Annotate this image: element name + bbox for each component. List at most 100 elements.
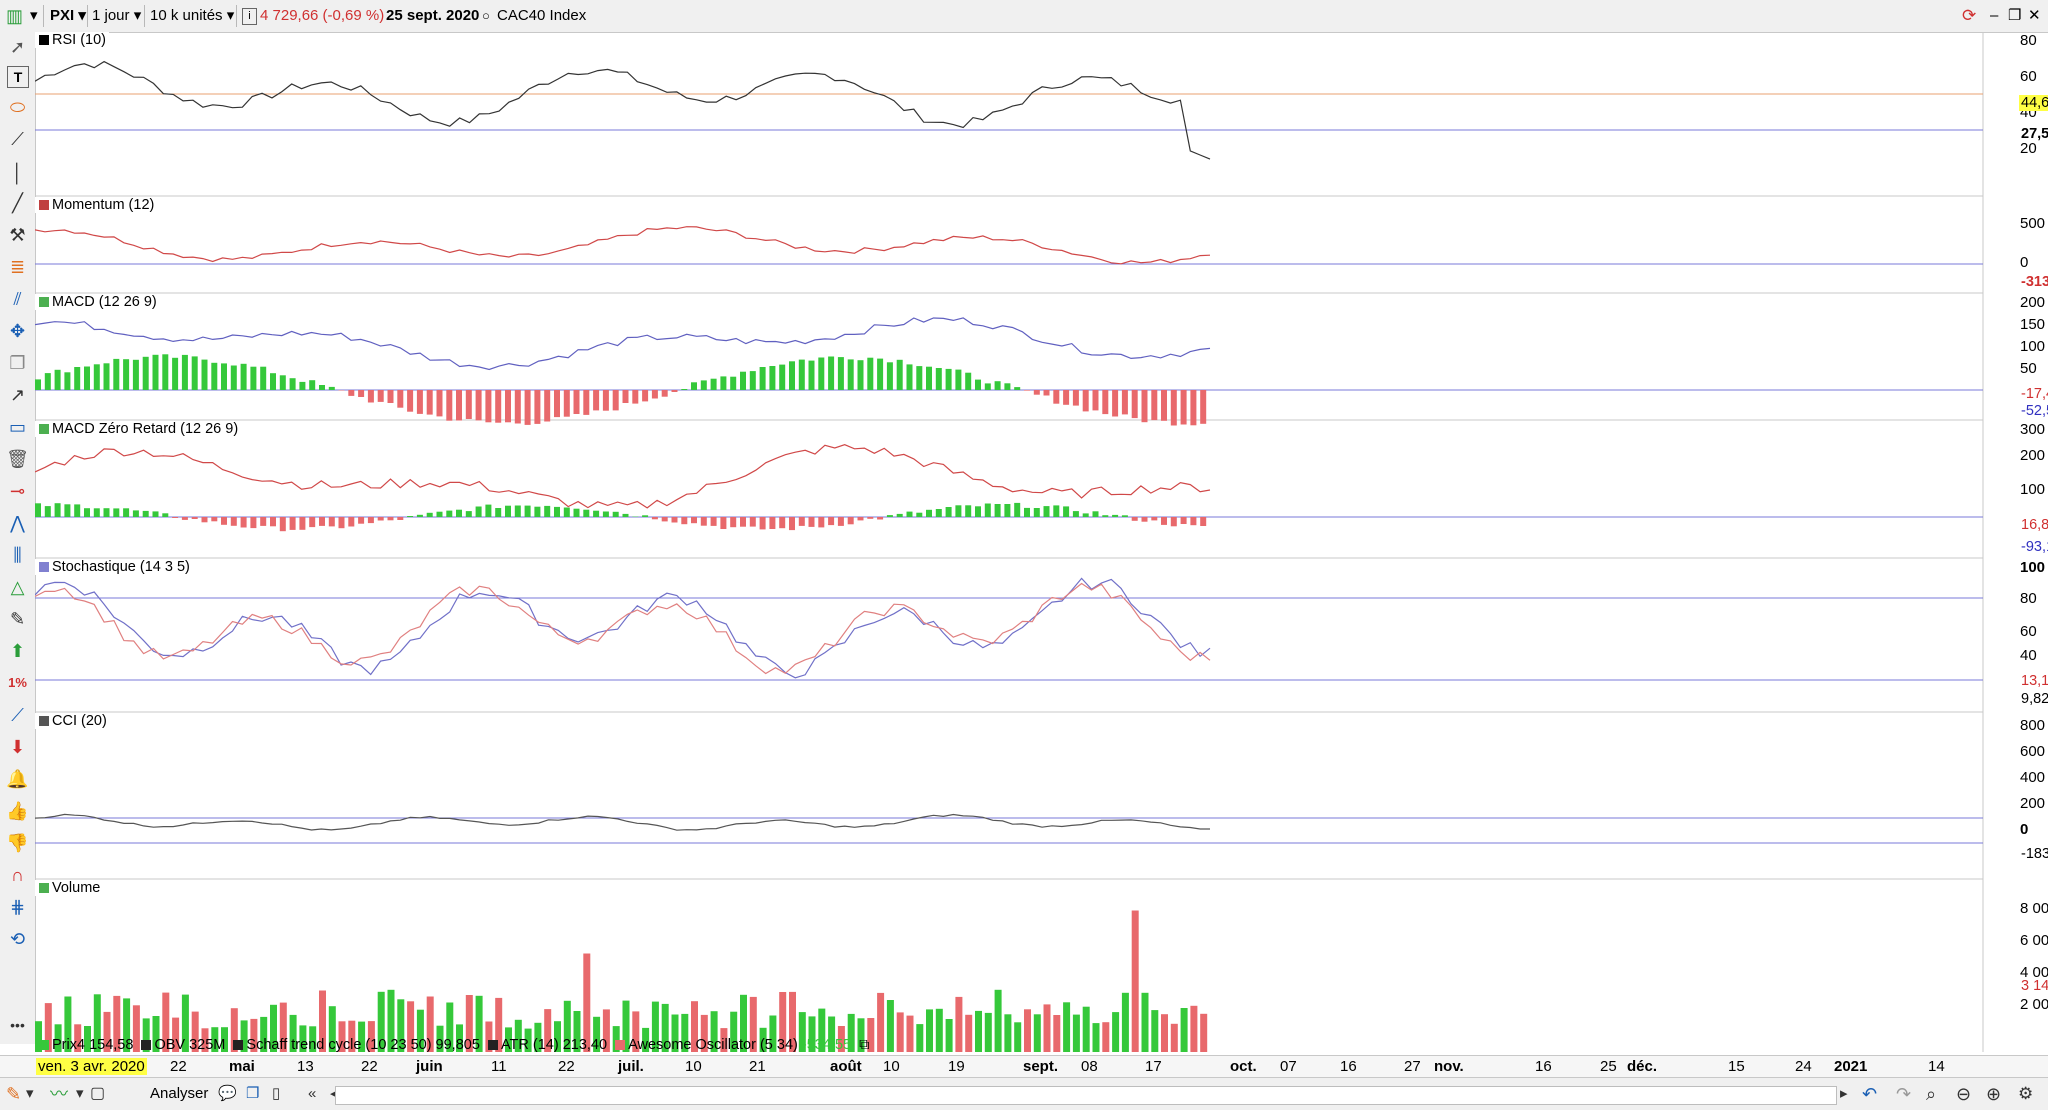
macd-zero-lag-label-text: MACD Zéro Retard (12 26 9) (52, 421, 238, 437)
legend-prix[interactable]: Prix4 154,58 (52, 1037, 133, 1053)
stochastic-axis-tick: 60 (2020, 623, 2037, 640)
info-icon[interactable]: i (242, 8, 257, 25)
chart-type-dropdown[interactable]: ▾ (30, 6, 38, 26)
zoom-out-icon[interactable]: ⊖ (1956, 1083, 1971, 1105)
radio-icon[interactable]: ○ (482, 6, 490, 26)
move-icon[interactable]: ✥ (4, 318, 31, 344)
parallel-lines-icon[interactable]: ⋕ (4, 894, 31, 920)
windows-icon[interactable]: ❐ (246, 1083, 259, 1105)
dropdown-icon[interactable]: ▾ (26, 1083, 34, 1105)
volume-bar (926, 1009, 933, 1052)
trendline-icon[interactable]: ╱ (4, 190, 31, 216)
time-scrollbar[interactable] (335, 1086, 1837, 1105)
screen-icon[interactable]: ▢ (90, 1083, 105, 1105)
macd-axis-tick: 100 (2020, 338, 2045, 355)
undo-icon[interactable]: ↶ (1862, 1083, 1877, 1105)
analyser-button[interactable]: Analyser (150, 1083, 208, 1105)
date-axis-label: 22 (558, 1058, 575, 1075)
percent-icon[interactable]: 1% (4, 670, 31, 696)
chart-line-icon[interactable]: 〰 (50, 1083, 68, 1105)
copy-icon[interactable]: ❐ (4, 350, 31, 376)
fan-icon[interactable]: ⫼ (4, 542, 31, 568)
legend-atr[interactable]: ATR (14) 213,40 (501, 1037, 607, 1053)
triangle-icon[interactable]: △ (4, 574, 31, 600)
ellipse-tool-icon[interactable]: ⬭ (4, 94, 31, 120)
zoom-fit-icon[interactable]: ⌕ (1926, 1083, 1936, 1105)
macd-histogram-bar (1132, 390, 1138, 418)
macd-zl-histogram-bar (593, 511, 599, 517)
stochastic-label[interactable]: Stochastique (14 3 5) (35, 559, 193, 575)
macd-zl-histogram-bar (730, 517, 736, 527)
macd-histogram-bar (427, 390, 433, 415)
window-icon[interactable]: ⧉ (859, 1037, 869, 1053)
chart-area[interactable]: RSI (10) Momentum (12) MACD (12 26 9) MA… (35, 32, 2048, 1052)
down-arrow-icon[interactable]: ⬇ (4, 734, 31, 760)
zoom-in-icon[interactable]: ⊕ (1986, 1083, 2001, 1105)
cycle-icon[interactable]: ⟲ (4, 926, 31, 952)
legend-schaff[interactable]: Schaff trend cycle (10 23 50) 99,805 (246, 1037, 480, 1053)
macd-histogram-bar (907, 364, 913, 390)
period-selector[interactable]: 1 jour ▾ (92, 6, 141, 26)
chat-icon[interactable]: 💬 (218, 1083, 237, 1105)
scroll-far-left-icon[interactable]: « (308, 1083, 316, 1105)
regression-icon[interactable]: ⟋ (4, 702, 31, 728)
alert-bell-icon[interactable]: 🔔 (4, 766, 31, 792)
redo-icon[interactable]: ↷ (1896, 1083, 1911, 1105)
pattern-icon[interactable]: ⋀ (4, 510, 31, 536)
momentum-label[interactable]: Momentum (12) (35, 197, 157, 213)
volume-label[interactable]: Volume (35, 880, 103, 896)
close-icon[interactable]: ✕ (2028, 6, 2041, 26)
units-selector[interactable]: 10 k unités ▾ (150, 6, 234, 26)
symbol-selector[interactable]: PXI ▾ (50, 6, 86, 26)
refresh-icon[interactable]: ⟳ (1962, 6, 1976, 26)
macd-zl-histogram-bar (877, 517, 883, 520)
macd-zl-histogram-bar (887, 515, 893, 517)
macd-zl-histogram-bar (211, 517, 217, 521)
macd-zero-lag-label[interactable]: MACD Zéro Retard (12 26 9) (35, 421, 241, 437)
macd-zl-histogram-bar (799, 517, 805, 526)
macd-zl-histogram-bar (133, 510, 139, 517)
page-icon[interactable]: ▯ (272, 1083, 280, 1105)
macd-zl-histogram-bar (153, 511, 159, 517)
trash-icon[interactable]: 🗑 (4, 446, 31, 472)
fibonacci-icon[interactable]: ≣ (4, 254, 31, 280)
atr-swatch (488, 1040, 498, 1050)
up-arrow-icon[interactable]: ⬆ (4, 638, 31, 664)
cursor-icon[interactable]: ➚ (4, 34, 31, 60)
tools-icon[interactable]: ⚒ (4, 222, 31, 248)
thumbs-down-icon[interactable]: 👎 (4, 830, 31, 856)
macd-zl-histogram-bar (241, 517, 247, 528)
more-icon[interactable]: ••• (4, 1012, 31, 1038)
stochastic-k-badge: 13,151 (2019, 673, 2048, 689)
legend-awesome[interactable]: Awesome Oscillator (5 34) (628, 1037, 798, 1053)
legend-obv[interactable]: OBV 325M (154, 1037, 225, 1053)
horizontal-line-icon[interactable]: ⊸ (4, 478, 31, 504)
cci-label[interactable]: CCI (20) (35, 713, 110, 729)
pencil-icon[interactable]: ✎ (6, 1083, 21, 1105)
thumbs-up-icon[interactable]: 👍 (4, 798, 31, 824)
restore-icon[interactable]: ❐ (2008, 6, 2021, 26)
scroll-right-icon[interactable]: ▸ (1840, 1083, 1848, 1105)
macd-zl-histogram-bar (45, 506, 51, 517)
stochastic-axis-tick: 40 (2020, 647, 2037, 664)
arrow-tool-icon[interactable]: ↗ (4, 382, 31, 408)
macd-histogram-bar (1102, 390, 1108, 414)
magnet-icon[interactable]: ∩ (4, 862, 31, 888)
segment-tool-icon[interactable]: ⟋ (4, 126, 31, 152)
macd-zl-histogram-bar (926, 510, 932, 517)
rectangle-tool-icon[interactable]: ▭ (4, 414, 31, 440)
macd-zl-histogram-bar (280, 517, 286, 531)
indicator-panels-svg[interactable] (35, 32, 2048, 1052)
channel-icon[interactable]: ⫽ (4, 286, 31, 312)
text-tool-icon[interactable]: T (7, 66, 29, 88)
dropdown-icon[interactable]: ▾ (76, 1083, 84, 1105)
candlestick-icon[interactable]: ▥ (6, 6, 23, 26)
minimize-icon[interactable]: – (1990, 6, 1998, 26)
pen-icon[interactable]: ✎ (4, 606, 31, 632)
rsi-label[interactable]: RSI (10) (35, 32, 109, 48)
macd-label[interactable]: MACD (12 26 9) (35, 294, 160, 310)
vertical-line-icon[interactable]: │ (4, 160, 31, 186)
drawing-tools-sidebar: ➚ T ⬭ ⟋ │ ╱ ⚒ ≣ ⫽ ✥ ❐ ↗ ▭ 🗑 ⊸ ⋀ ⫼ △ ✎ ⬆ … (0, 32, 36, 1044)
settings-icon[interactable]: ⚙ (2018, 1083, 2033, 1105)
